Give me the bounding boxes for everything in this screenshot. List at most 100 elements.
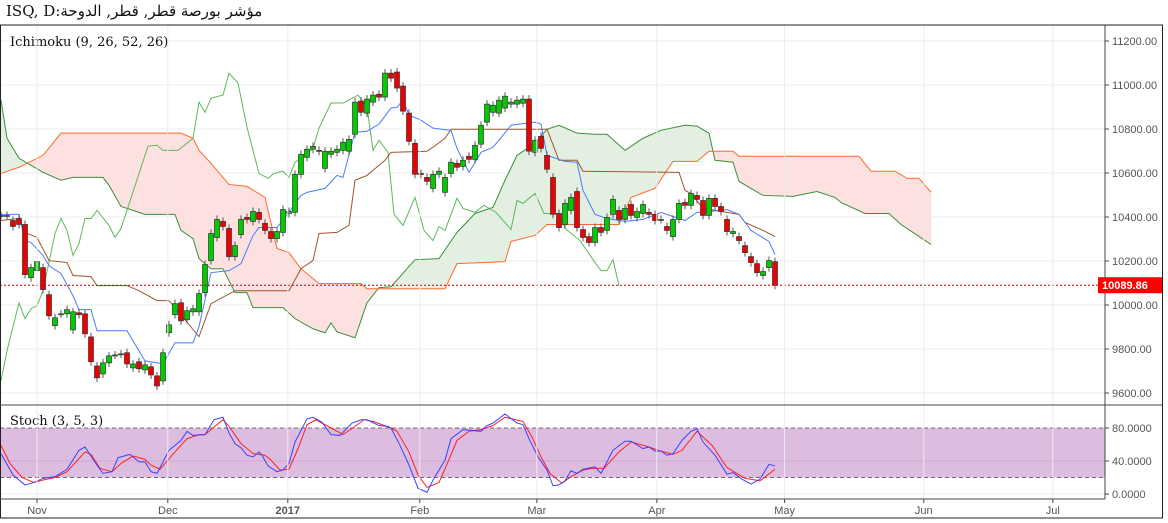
cloud-segment (162, 132, 167, 215)
tenkan-sen-line (1, 99, 776, 365)
kijun-sen-line (0, 128, 776, 338)
cloud-segment (51, 139, 56, 179)
candle-up (730, 231, 736, 234)
cloud-segment (513, 155, 518, 242)
candle-down (754, 263, 760, 274)
candle-down (256, 212, 262, 220)
cloud-segment (765, 155, 770, 196)
price-tick-label: 10400.00 (1112, 212, 1158, 224)
cloud-segment (186, 135, 191, 238)
candle-up (280, 209, 286, 233)
cloud-segment (819, 155, 824, 194)
cloud-segment (249, 187, 254, 308)
cloud-segment (927, 188, 932, 246)
cloud-segment (651, 132, 656, 190)
cloud-segment (324, 283, 329, 334)
cloud-segment (891, 170, 896, 220)
cloud-segment (39, 154, 44, 173)
cloud-segment (321, 283, 326, 334)
candle-down (46, 294, 52, 317)
cloud-segment (519, 150, 524, 240)
candle-down (76, 312, 82, 316)
cloud-segment (603, 133, 608, 225)
cloud-segment (93, 132, 98, 178)
candle-up (346, 138, 352, 152)
price-tick-label: 11000.00 (1112, 80, 1157, 92)
candle-down (148, 366, 154, 376)
cloud-segment (123, 132, 128, 209)
cloud-segment (135, 132, 140, 213)
candle-down (10, 220, 16, 227)
candle-down (88, 336, 94, 363)
candle-up (196, 293, 202, 313)
cloud-segment (426, 258, 431, 290)
candle-up (484, 103, 490, 123)
cloud-segment (288, 251, 293, 317)
cloud-segment (243, 185, 248, 293)
candle-down (598, 227, 604, 233)
cloud-segment (888, 170, 893, 217)
cloud-segment (189, 136, 194, 240)
cloud-segment (294, 259, 299, 321)
candle-up (130, 363, 136, 369)
cloud-segment (483, 208, 488, 263)
cloud-segment (597, 133, 602, 225)
candle-down (550, 177, 556, 215)
candle-up (286, 211, 292, 214)
candle-up (592, 227, 598, 243)
cloud-segment (906, 177, 911, 231)
cloud-segment (678, 125, 683, 162)
cloud-segment (909, 177, 914, 233)
cloud-segment (411, 258, 416, 290)
cloud-segment (696, 125, 701, 162)
cloud-segment (585, 133, 590, 225)
candle-up (184, 310, 190, 321)
stoch-tick-label: 40.0000 (1112, 456, 1152, 468)
cloud-segment (750, 155, 755, 191)
cloud-segment (792, 155, 797, 197)
cloud-segment (132, 132, 137, 212)
cloud-segment (171, 132, 176, 215)
cloud-segment (465, 219, 470, 264)
date-tick-label: Jun (915, 505, 933, 517)
cloud-segment (903, 175, 908, 229)
candle-up (106, 355, 112, 364)
senkou-span-b-line (0, 132, 932, 290)
candle-down (466, 155, 472, 160)
price-tick-label: 9800.00 (1112, 344, 1152, 356)
candle-down (742, 245, 748, 253)
cloud-segment (312, 278, 317, 331)
cloud-segment (663, 128, 668, 176)
candle-up (322, 150, 328, 169)
candle-down (718, 206, 724, 212)
candle-up (238, 219, 244, 235)
date-tick-label: May (774, 505, 795, 517)
candle-down (226, 228, 232, 257)
cloud-segment (57, 132, 62, 181)
cloud-segment (114, 132, 119, 203)
price-tick-label: 10200.00 (1112, 256, 1158, 268)
candle-up (460, 159, 466, 167)
cloud-segment (192, 138, 197, 249)
cloud-segment (231, 184, 236, 293)
cloud-segment (774, 155, 779, 197)
cloud-segment (81, 132, 86, 178)
stoch-band (0, 428, 1105, 478)
cloud-segment (894, 170, 899, 223)
candle-down (388, 72, 394, 79)
candle-up (604, 217, 610, 231)
cloud-segment (471, 212, 476, 264)
candle-down (724, 219, 730, 232)
candle-up (328, 150, 334, 155)
cloud-segment (339, 283, 344, 335)
candle-up (208, 233, 214, 261)
cloud-segment (648, 133, 653, 192)
cloud-segment (702, 129, 707, 157)
date-tick-label: Dec (158, 505, 178, 517)
cloud-segment (414, 259, 419, 290)
cloud-segment (861, 159, 866, 214)
candle-up (430, 173, 436, 189)
cloud-segment (843, 155, 848, 206)
candle-down (646, 212, 652, 215)
